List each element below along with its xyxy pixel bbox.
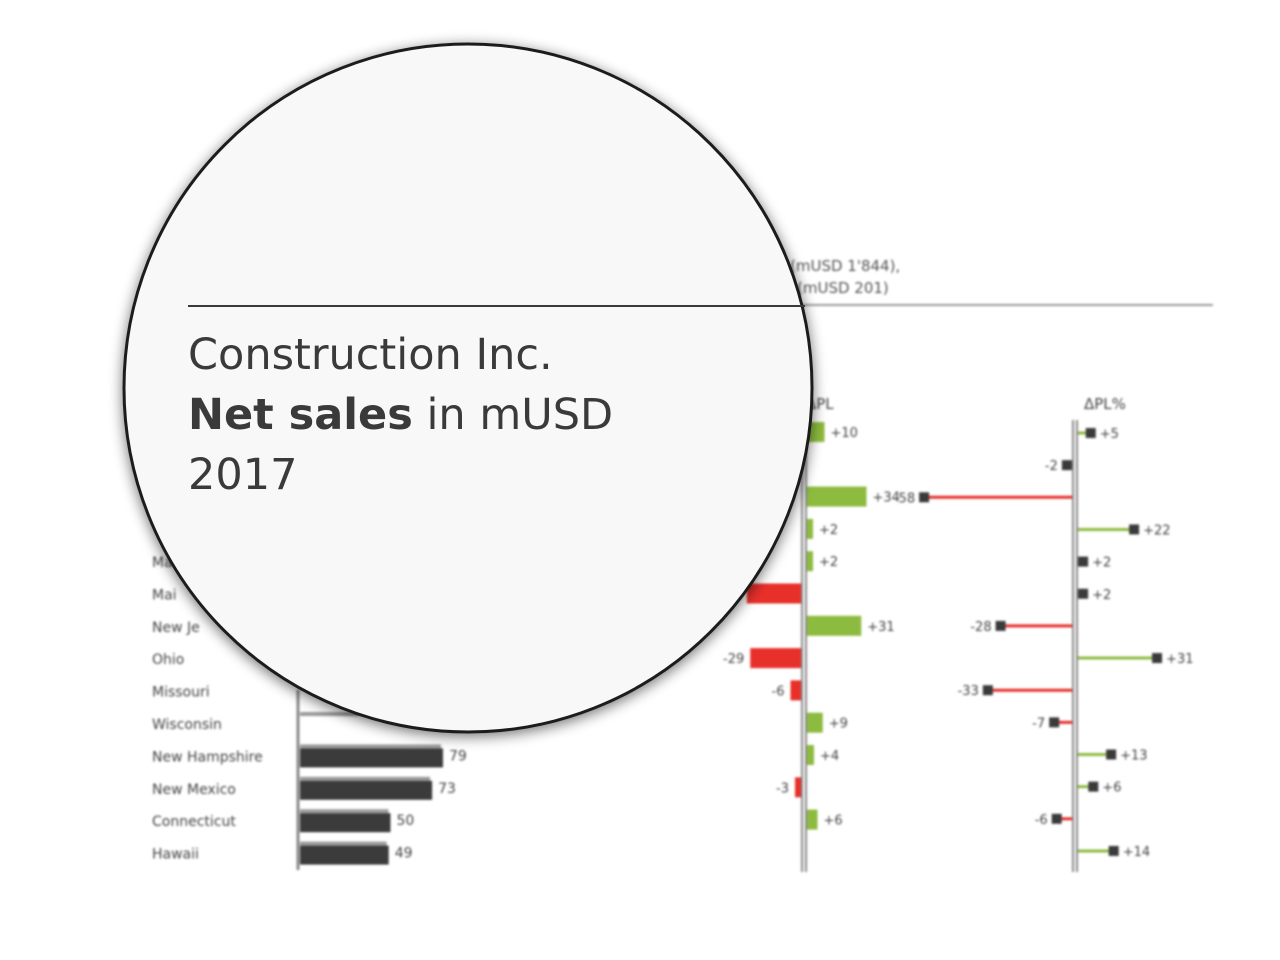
category-label: Hawaii <box>152 847 199 863</box>
delta-pl-percent-marker <box>1051 813 1062 824</box>
delta-pl-bar <box>807 712 823 733</box>
delta-pl-bar <box>807 809 818 830</box>
delta-pl-percent-label: +5 <box>1100 427 1119 442</box>
measure-title: Net sales in mUSD <box>188 390 613 440</box>
net-sales-bar <box>300 780 433 800</box>
delta-pl-label: +34 <box>873 491 900 506</box>
header-note-line1: (mUSD 1'844), <box>790 257 900 275</box>
company-name: Construction Inc. <box>188 330 553 380</box>
category-label: Ohio <box>152 652 184 668</box>
net-sales-ref-bar <box>300 841 387 846</box>
delta-pl-label: +10 <box>831 426 858 441</box>
category-label: New Je <box>152 620 200 636</box>
delta-pl-percent-label: +2 <box>1092 556 1111 571</box>
delta-pl-label: -29 <box>723 652 744 667</box>
delta-pl-percent-marker <box>1152 653 1163 664</box>
delta-pl-percent-marker <box>1049 717 1060 728</box>
category-label: Wisconsin <box>152 717 222 733</box>
net-sales-bar <box>300 813 391 833</box>
delta-pl-percent-marker <box>995 620 1006 631</box>
measure-title-bold: Net sales <box>188 390 413 440</box>
header-note-line2: (mUSD 201) <box>797 279 889 297</box>
delta-pl-bar <box>746 583 801 604</box>
delta-pl-label: +2 <box>819 555 838 570</box>
delta-pl-bar <box>807 422 825 442</box>
delta-pl-label: -3 <box>776 781 789 796</box>
delta-pl-percent-label: +31 <box>1166 652 1193 667</box>
delta-pl-bar <box>807 551 813 572</box>
delta-pl-label: +2 <box>819 523 838 538</box>
net-sales-value: 79 <box>449 748 467 764</box>
delta-pl-percent-label: +22 <box>1143 523 1170 538</box>
delta-pl-percent-marker <box>982 685 993 696</box>
net-sales-value: 73 <box>438 781 456 797</box>
net-sales-bar <box>300 748 443 768</box>
lens-circle <box>122 42 814 734</box>
delta-pl-bar <box>807 615 862 636</box>
delta-pl-percent-label: -28 <box>970 620 991 635</box>
category-label: Mai <box>152 587 177 603</box>
category-label: Missouri <box>152 685 210 701</box>
delta-pl-percent-marker <box>1088 781 1099 792</box>
net-sales-ref-bar <box>300 744 441 749</box>
delta-pl-label: +9 <box>829 717 848 732</box>
delta-pl-label: +31 <box>867 620 894 635</box>
delta-pl-percent-label: -2 <box>1045 459 1058 474</box>
category-label: New Mexico <box>152 782 236 798</box>
net-sales-bar-stub <box>300 712 360 716</box>
delta-pl-percent-label: -33 <box>958 684 979 699</box>
delta-pl-bar <box>790 680 801 701</box>
net-sales-value: 49 <box>395 846 413 862</box>
delta-pl-percent-label: +13 <box>1120 749 1147 764</box>
delta-pl-bar <box>807 745 814 765</box>
delta-pl-percent-title: ΔPL% <box>1084 395 1126 413</box>
delta-pl-chart: ΔPL+10+34+2+2-31+31-29-6+9+4-3+6 <box>720 395 900 872</box>
delta-pl-percent-marker <box>1078 588 1089 599</box>
net-sales-bar <box>300 845 389 865</box>
delta-pl-bar <box>807 518 813 539</box>
report-year: 2017 <box>188 450 297 500</box>
delta-pl-bar <box>750 648 801 669</box>
delta-pl-percent-label: +14 <box>1123 845 1150 860</box>
measure-title-rest: in mUSD <box>413 390 613 440</box>
delta-pl-percent-marker <box>1061 460 1072 471</box>
delta-pl-percent-marker <box>1106 749 1117 760</box>
delta-pl-label: +4 <box>820 749 839 764</box>
net-sales-ref-bar <box>300 776 431 781</box>
category-label: Ma <box>152 555 173 571</box>
net-sales-ref-bar <box>300 809 389 814</box>
delta-pl-bar <box>807 486 867 507</box>
delta-pl-bar <box>795 777 801 798</box>
delta-pl-percent-label: -58 <box>894 491 915 506</box>
background-report: (mUSD 1'844), (mUSD 201) Ma Mai New Je Ohio… <box>152 257 1213 872</box>
magnifier-lens: Construction Inc. Net sales in mUSD 2017 <box>122 42 814 734</box>
category-label: New Hampshire <box>152 749 263 765</box>
delta-pl-percent-marker <box>1085 428 1096 438</box>
net-sales-value: 50 <box>397 813 415 829</box>
category-label: Connecticut <box>152 814 236 830</box>
delta-pl-percent-marker <box>1108 845 1119 856</box>
delta-pl-percent-marker <box>919 492 930 503</box>
delta-pl-percent-label: -6 <box>1035 813 1048 828</box>
delta-pl-percent-label: -7 <box>1032 716 1045 731</box>
delta-pl-percent-marker <box>1129 524 1140 535</box>
delta-pl-percent-marker <box>1078 556 1089 567</box>
delta-pl-percent-chart: ΔPL% +5 -2 -58 +22 +2 +2 -28 +31 -33 -7 +13 +6 -6 +14 <box>894 395 1193 872</box>
delta-pl-label: -6 <box>772 684 785 699</box>
delta-pl-label: +6 <box>824 814 843 829</box>
net-sales-chart: Ma Mai New Je Ohio Missouri Wisconsin New Hamp… <box>152 555 467 870</box>
delta-pl-percent-label: +2 <box>1092 588 1111 603</box>
delta-pl-percent-label: +6 <box>1102 781 1121 796</box>
